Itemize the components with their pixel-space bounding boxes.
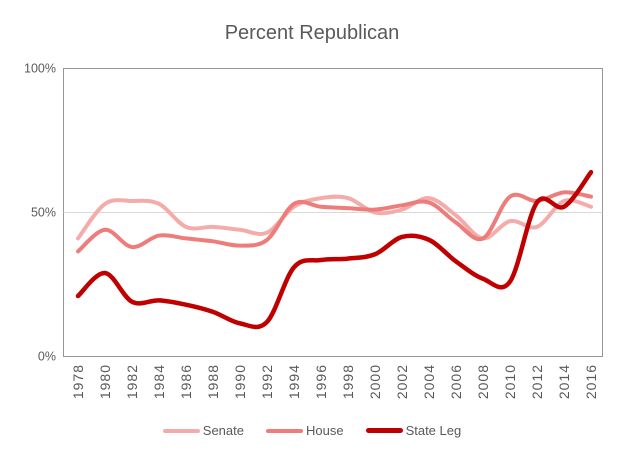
series-line-house	[76, 190, 593, 254]
x-tick-label-1996: 1996	[313, 364, 329, 399]
y-tick-label-50: 50%	[31, 206, 56, 220]
x-tick-label-2008: 2008	[475, 364, 491, 399]
x-tick-label-2016: 2016	[583, 364, 599, 399]
x-tick-label-1984: 1984	[151, 364, 167, 399]
legend-swatch-senate	[162, 428, 200, 433]
x-tick-label-1998: 1998	[340, 364, 356, 399]
series-line-senate	[76, 194, 593, 241]
x-tick-label-1990: 1990	[232, 364, 248, 399]
x-tick-label-1982: 1982	[124, 364, 140, 399]
legend-label-house: House	[305, 423, 344, 438]
line-chart: Percent Republican 0% 50% 100% 1978 1980 198…	[24, 22, 603, 399]
legend: Senate House State Leg	[0, 423, 624, 438]
x-tick-label-2002: 2002	[394, 364, 410, 399]
y-axis-labels: 0% 50% 100%	[24, 62, 56, 364]
x-tick-label-2010: 2010	[502, 364, 518, 399]
x-tick-label-1986: 1986	[178, 364, 194, 399]
x-tick-label-2004: 2004	[421, 364, 437, 399]
x-tick-label-1980: 1980	[97, 364, 113, 399]
x-tick-label-1978: 1978	[70, 364, 86, 399]
x-tick-label-2012: 2012	[529, 364, 545, 399]
chart-title: Percent Republican	[225, 22, 400, 44]
x-tick-label-1994: 1994	[286, 364, 302, 399]
x-axis-labels: 1978 1980 1982 1984 1986 1988 1990 1992 1994 1996…	[70, 364, 599, 399]
legend-swatch-state-leg	[365, 428, 403, 433]
legend-item-state-leg: State Leg	[365, 423, 462, 438]
legend-swatch-house	[265, 428, 303, 433]
x-tick-label-1988: 1988	[205, 364, 221, 399]
y-tick-label-0: 0%	[38, 350, 56, 364]
x-tick-label-2000: 2000	[367, 364, 383, 399]
x-tick-label-2006: 2006	[448, 364, 464, 399]
legend-label-state-leg: State Leg	[405, 423, 462, 438]
legend-label-senate: Senate	[202, 423, 244, 438]
series-line-state-leg	[75, 169, 594, 330]
legend-item-senate: Senate	[162, 423, 244, 438]
series-lines	[75, 169, 594, 330]
legend-item-house: House	[265, 423, 344, 438]
x-tick-label-1992: 1992	[259, 364, 275, 399]
y-tick-label-100: 100%	[24, 62, 56, 76]
x-tick-label-2014: 2014	[556, 364, 572, 399]
